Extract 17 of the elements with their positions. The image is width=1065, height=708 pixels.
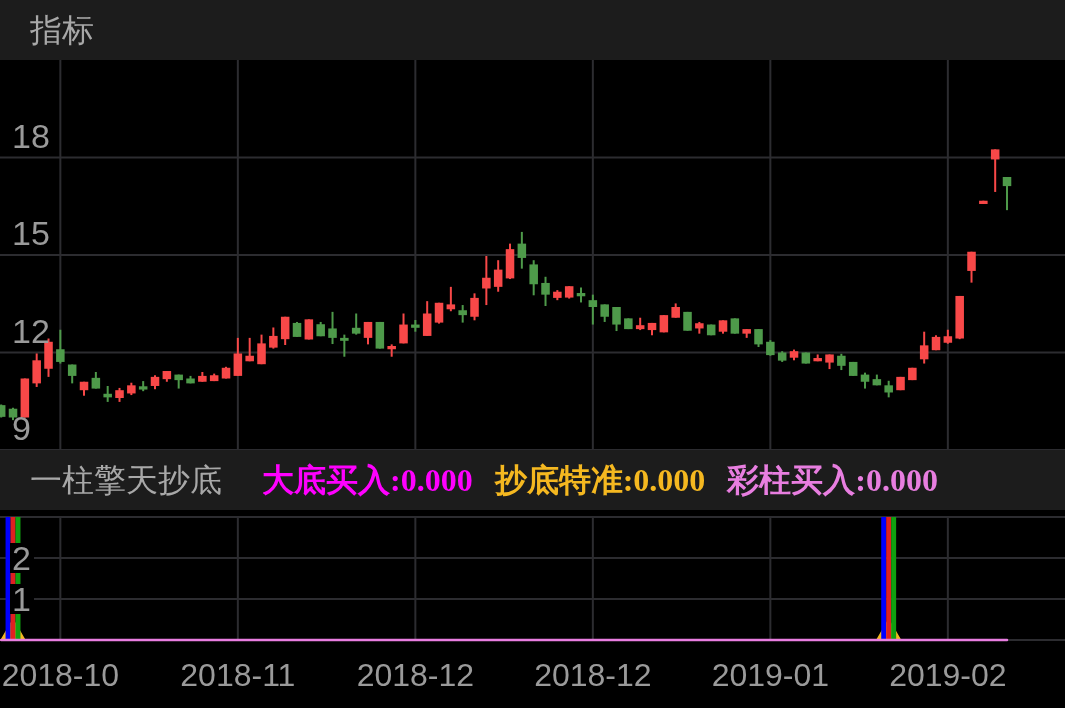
y-tick-label: 1 [12,580,31,618]
x-tick-label: 2019-01 [711,657,830,693]
y-tick-label: 9 [12,409,31,447]
chart-title: 一柱擎天抄底 [30,462,222,498]
legend-label: 大底买入:0.000 [262,462,473,498]
x-tick-label: 2018-11 [180,657,296,693]
chart-title: 指标 [29,12,94,48]
y-tick-label: 18 [12,116,50,155]
y-tick-label: 2 [12,539,31,577]
x-tick-label: 2018-12 [534,657,652,693]
x-tick-label: 2018-10 [1,657,120,693]
text: 抄底特准:0.000 [493,462,706,498]
x-tick-label: 2019-02 [889,657,1007,693]
y-tick-label: 15 [12,214,50,252]
x-tick-label: 2018-12 [356,657,475,693]
y-tick-label: 12 [12,311,50,350]
text: 彩柱买入:0.000 [726,462,938,498]
